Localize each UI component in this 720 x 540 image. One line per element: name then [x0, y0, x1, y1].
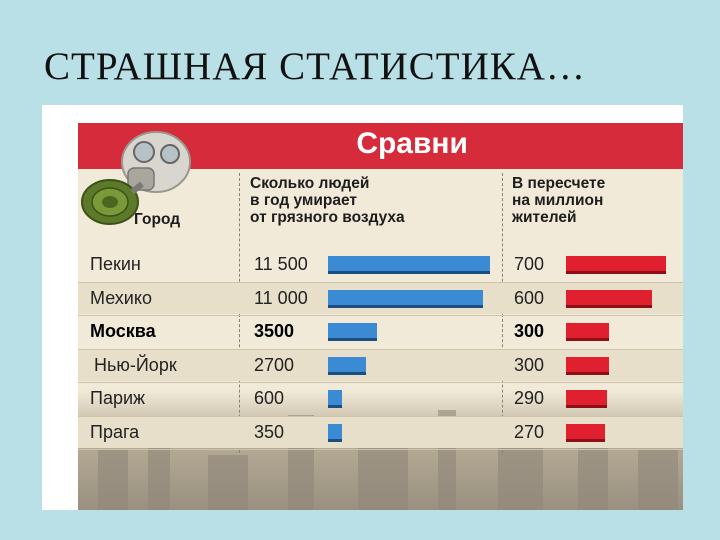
per-million-bar — [566, 323, 609, 341]
deaths-bar — [328, 323, 378, 341]
per-million-value-label: 290 — [514, 388, 545, 408]
city-label: Москва — [90, 321, 156, 341]
deaths-value-label: 11 500 — [254, 254, 308, 274]
chart-panel: Сравни Город Сколько людей в год умирает… — [42, 105, 683, 510]
deaths-bar — [328, 256, 490, 274]
row-divider — [78, 449, 683, 450]
column-header-city: Город — [134, 211, 181, 228]
deaths-bar — [328, 356, 367, 375]
city-label: Париж — [90, 388, 146, 408]
deaths-bar — [328, 390, 342, 408]
city-label: Пекин — [90, 254, 141, 274]
city-skyline-background — [78, 390, 683, 510]
per-million-bar — [566, 390, 608, 408]
deaths-bar — [328, 289, 483, 308]
column-header-per-million: В пересчете на миллион жителей — [512, 175, 606, 226]
row-divider — [78, 281, 683, 283]
city-label: Прага — [90, 421, 140, 442]
per-million-value-label: 270 — [514, 421, 545, 442]
per-million-value-label: 300 — [514, 354, 545, 375]
column-header-deaths: Сколько людей в год умирает от грязного … — [250, 175, 405, 226]
row-divider — [78, 348, 683, 350]
deaths-value-label: 3500 — [254, 321, 295, 341]
per-million-bar — [566, 289, 652, 308]
gas-mask-icon — [81, 131, 191, 225]
row-divider — [78, 415, 683, 417]
per-million-bar — [566, 423, 605, 442]
deaths-value-label: 11 000 — [254, 287, 308, 308]
row-divider — [78, 315, 683, 316]
chart-area: Сравни Город Сколько людей в год умирает… — [78, 123, 683, 510]
deaths-value-label: 2700 — [254, 354, 295, 375]
city-label: Мехико — [90, 287, 152, 308]
per-million-value-label: 700 — [514, 254, 545, 274]
per-million-value-label: 600 — [514, 287, 545, 308]
slide-title: СТРАШНАЯ СТАТИСТИКА… — [44, 45, 586, 88]
deaths-value-label: 600 — [254, 388, 285, 408]
chart-title: Сравни — [356, 127, 468, 160]
row-divider — [78, 382, 683, 383]
deaths-bar — [328, 423, 342, 442]
per-million-bar — [566, 256, 666, 274]
city-label: Нью-Йорк — [94, 354, 177, 375]
deaths-value-label: 350 — [254, 421, 285, 442]
per-million-bar — [566, 356, 609, 375]
per-million-value-label: 300 — [514, 321, 545, 341]
